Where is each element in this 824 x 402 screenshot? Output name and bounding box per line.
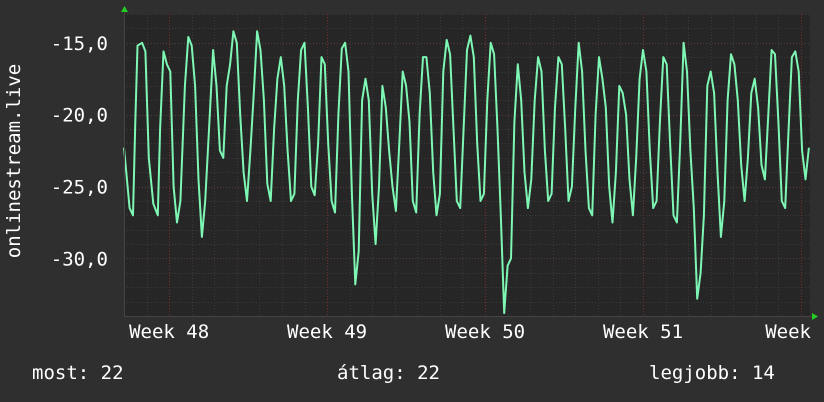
x-tick-label: Week bbox=[765, 321, 811, 343]
stat-max: legjobb: 14 bbox=[649, 362, 775, 384]
line-chart: -15,0-20,0-25,0-30,0 Week 48 Week 49 Week … bbox=[3, 6, 818, 343]
y-tick-label: -30,0 bbox=[51, 248, 108, 270]
y-tick-label: -15,0 bbox=[51, 33, 108, 55]
y-tick-label: -20,0 bbox=[51, 105, 108, 127]
major-grid bbox=[124, 14, 810, 316]
stat-average: átlag: 22 bbox=[337, 362, 440, 384]
y-axis-label: onlinestream.live bbox=[3, 64, 25, 258]
x-tick-labels: Week 48 Week 49 Week 50 Week 51 Week bbox=[129, 321, 811, 343]
series-line bbox=[123, 30, 810, 315]
y-tick-label: -25,0 bbox=[51, 177, 108, 199]
x-tick-label: Week 48 bbox=[129, 321, 209, 343]
x-tick-label: Week 50 bbox=[445, 321, 525, 343]
series-layer bbox=[123, 30, 810, 315]
axes-layer bbox=[121, 6, 818, 320]
y-tick-labels: -15,0 -20,0 -25,0 -30,0 bbox=[51, 33, 108, 271]
x-tick-label: Week 51 bbox=[603, 321, 683, 343]
y-axis-arrow-icon bbox=[121, 6, 128, 12]
x-tick-label: Week 49 bbox=[287, 321, 367, 343]
x-axis-arrow-icon bbox=[812, 313, 818, 320]
stat-current: most: 22 bbox=[32, 362, 124, 384]
